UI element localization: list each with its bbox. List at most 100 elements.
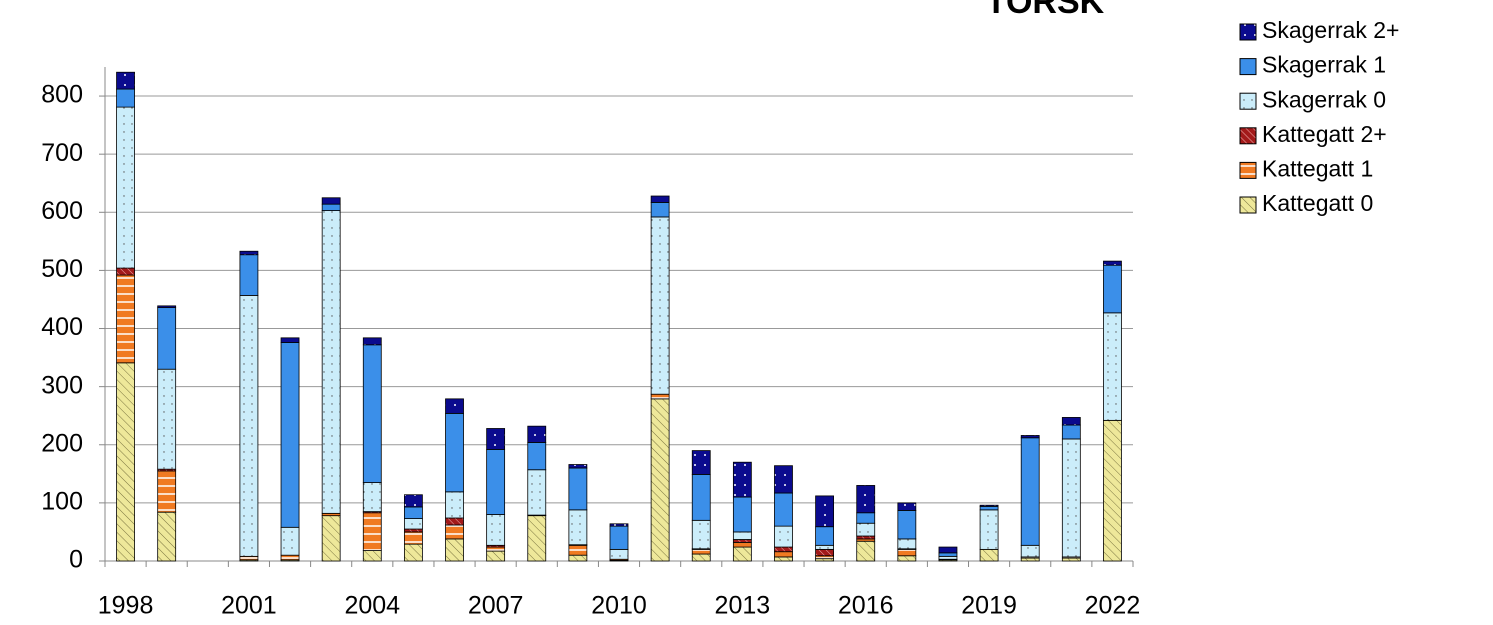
bar-segment (691, 474, 711, 521)
bar-segment (157, 511, 177, 562)
bar-segment (774, 551, 793, 558)
bar-segment (403, 543, 423, 562)
bar-segment (568, 509, 588, 546)
bar-segment (486, 514, 506, 546)
bar-segment (938, 555, 958, 560)
bar-segment (732, 531, 752, 540)
bar-segment (938, 546, 958, 554)
bar-segment (527, 469, 547, 516)
bar-segment (403, 506, 423, 519)
bar-segment (938, 552, 958, 557)
bar-segment (1061, 438, 1081, 558)
bar-segment (1020, 437, 1040, 546)
bar-segment (650, 393, 670, 400)
bar-segment (527, 515, 547, 562)
x-tick-label: 2004 (344, 592, 400, 620)
legend-swatch (1239, 23, 1257, 41)
bar-segment (774, 546, 793, 553)
y-tick-label: 300 (41, 371, 83, 399)
bar-segment (691, 450, 711, 475)
legend-label: Skagerrak 0 (1262, 86, 1386, 112)
bar-segment (403, 531, 423, 545)
bar-segment (568, 544, 588, 556)
bar-segment (650, 202, 670, 218)
bar-segment (732, 546, 752, 562)
legend-label: Kattegatt 0 (1262, 190, 1373, 216)
bar-segment (609, 525, 629, 550)
bar-segment (774, 556, 793, 562)
bar-segment (856, 522, 876, 537)
legend-label: Kattegatt 1 (1262, 155, 1373, 181)
bar-segment (239, 250, 259, 256)
bar-segment (815, 548, 834, 557)
bar-segment (116, 71, 135, 90)
legend-label: Skagerrak 2+ (1262, 17, 1399, 43)
bar-segment (774, 465, 793, 494)
bar-segment (815, 555, 834, 560)
bar-segment (116, 88, 135, 108)
bar-segment (445, 524, 464, 540)
bar-segment (403, 528, 423, 533)
bar-segment (321, 210, 341, 514)
x-tick-label: 2013 (715, 592, 771, 620)
bar-segment (650, 195, 670, 203)
bar-segment (280, 554, 300, 561)
y-tick-label: 200 (41, 429, 83, 457)
bar-segment (403, 518, 423, 530)
y-tick-label: 0 (69, 546, 83, 574)
bar-segment (157, 368, 177, 470)
y-tick-label: 400 (41, 313, 83, 341)
legend-swatch (1239, 161, 1257, 179)
bar-segment (815, 544, 834, 550)
x-tick-label: 2016 (838, 592, 894, 620)
bar-segment (979, 504, 999, 507)
x-tick-label: 1998 (98, 592, 154, 620)
bar-segment (1061, 424, 1081, 440)
bar-segment (239, 254, 259, 296)
bar-segment (280, 342, 300, 528)
bar-segment (1103, 264, 1122, 314)
bar-segment (897, 510, 917, 540)
bar-segment (732, 496, 752, 533)
bar-segment (321, 197, 341, 205)
bar-segment (691, 553, 711, 562)
bar-segment (486, 550, 506, 562)
bar-segment (280, 526, 300, 556)
bar-segment (157, 470, 177, 513)
bar-segment (856, 512, 876, 524)
bar-segment (239, 555, 259, 561)
legend-swatch (1239, 92, 1257, 110)
bar-segment (321, 203, 341, 211)
bar-segment (979, 509, 999, 550)
bar-segment (445, 517, 464, 526)
bar-segment (280, 337, 300, 343)
bar-segment (732, 539, 752, 543)
x-tick-label: 2022 (1085, 592, 1141, 620)
bar-segment (609, 548, 629, 560)
bar-segment (362, 550, 382, 562)
bar-segment (527, 425, 547, 443)
y-tick-label: 700 (41, 139, 83, 167)
x-tick-label: 2019 (961, 592, 1017, 620)
bar-segment (568, 467, 588, 511)
chart-title: TORSK (986, 0, 1105, 21)
bar-segment (445, 491, 464, 519)
bar-segment (486, 546, 506, 552)
bar-segment (897, 538, 917, 550)
bar-segment (116, 106, 135, 269)
legend-label: Skagerrak 1 (1262, 52, 1386, 78)
bar-segment (691, 548, 711, 555)
y-tick-label: 600 (41, 197, 83, 225)
bar-segment (403, 494, 423, 508)
bar-segment (486, 449, 506, 515)
y-tick-label: 500 (41, 255, 83, 283)
bar-segment (445, 538, 464, 562)
bar-segment (116, 267, 135, 276)
bar-segment (897, 555, 917, 562)
bar-segment (157, 305, 177, 309)
bar-segment (856, 485, 876, 514)
bar-segment (732, 542, 752, 548)
bar-segment (362, 344, 382, 483)
bar-segment (486, 428, 506, 450)
